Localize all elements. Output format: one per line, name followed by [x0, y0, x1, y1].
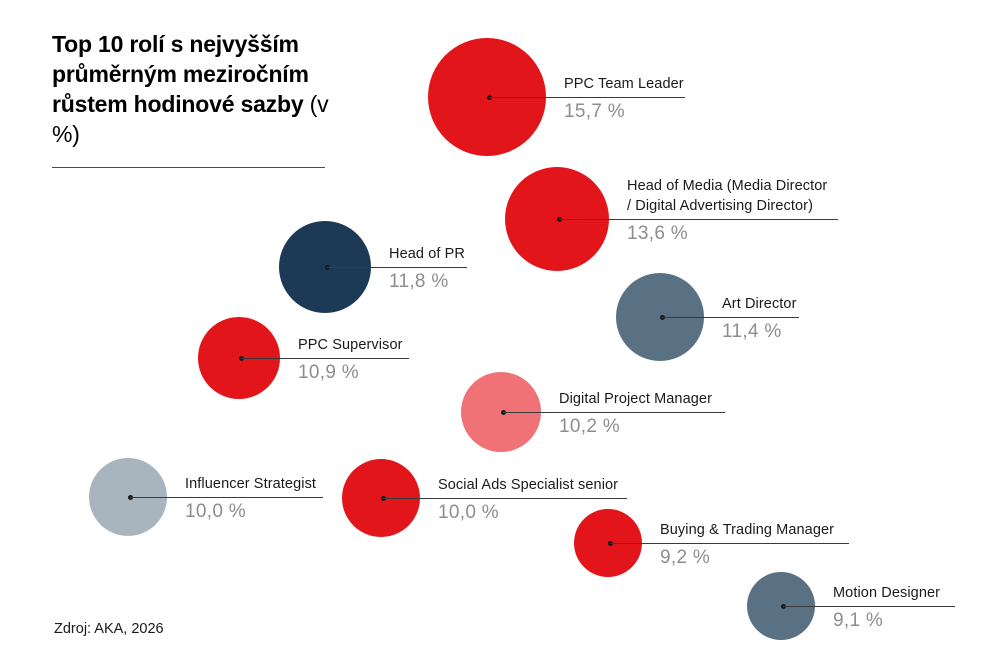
callout-leader-line — [383, 498, 627, 499]
source-note: Zdroj: AKA, 2026 — [54, 621, 164, 637]
callout-label-line-2: / Digital Advertising Director) — [627, 197, 814, 214]
callout-leader-line — [327, 267, 467, 268]
callout-value: 10,0 % — [438, 502, 499, 523]
callout-label-line-1: Buying & Trading Manager — [660, 521, 835, 538]
callout-value: 13,6 % — [627, 223, 688, 244]
callout-label: Art Director — [722, 295, 797, 314]
callout-leader-line — [559, 219, 838, 220]
title-divider — [52, 166, 325, 168]
callout-label: Motion Designer — [833, 584, 940, 603]
page-title-unit: (v %) — [52, 90, 329, 147]
callout-leader-line — [610, 543, 849, 544]
callout-label: Influencer Strategist — [185, 475, 316, 494]
callout-value: 10,9 % — [298, 362, 359, 383]
callout-label: PPC Team Leader — [564, 75, 684, 94]
callout-label: Buying & Trading Manager — [660, 521, 834, 540]
callout-label: Social Ads Specialist senior — [438, 476, 618, 495]
callout-label-line-1: Head of PR — [389, 245, 465, 262]
callout-label-line-1: Head of Media (Media Director — [627, 178, 828, 195]
callout-value: 11,4 % — [722, 321, 782, 342]
callout-value: 11,8 % — [389, 271, 449, 292]
callout-value: 15,7 % — [564, 101, 625, 122]
callout-value: 10,0 % — [185, 501, 246, 522]
callout-value: 9,2 % — [660, 547, 711, 568]
callout-leader-line — [130, 497, 323, 498]
callout-label-line-1: Digital Project Manager — [559, 390, 713, 407]
callout-label-line-1: Social Ads Specialist senior — [438, 476, 619, 493]
callout-label-line-1: PPC Team Leader — [564, 75, 684, 92]
callout-leader-line — [783, 606, 955, 607]
callout-label: PPC Supervisor — [298, 336, 403, 355]
title-block: Top 10 rolí s nejvyšším průměrným meziro… — [52, 30, 352, 168]
callout-leader-line — [503, 412, 725, 413]
callout-label-line-1: Art Director — [722, 295, 797, 312]
callout-leader-line — [489, 97, 685, 98]
page-title-main: Top 10 rolí s nejvyšším průměrným meziro… — [52, 31, 309, 117]
callout-label: Digital Project Manager — [559, 390, 712, 409]
callout-label-line-1: PPC Supervisor — [298, 336, 403, 353]
callout-value: 9,1 % — [833, 610, 884, 631]
callout-leader-line — [241, 358, 409, 359]
callout-label-line-1: Influencer Strategist — [185, 475, 317, 492]
page-title: Top 10 rolí s nejvyšším průměrným meziro… — [52, 30, 352, 150]
callout-leader-line — [662, 317, 799, 318]
callout-label: Head of PR — [389, 245, 465, 264]
callout-value: 10,2 % — [559, 416, 620, 437]
callout-label-line-1: Motion Designer — [833, 584, 941, 601]
callout-label: Head of Media (Media Director / Digital A… — [627, 177, 827, 216]
